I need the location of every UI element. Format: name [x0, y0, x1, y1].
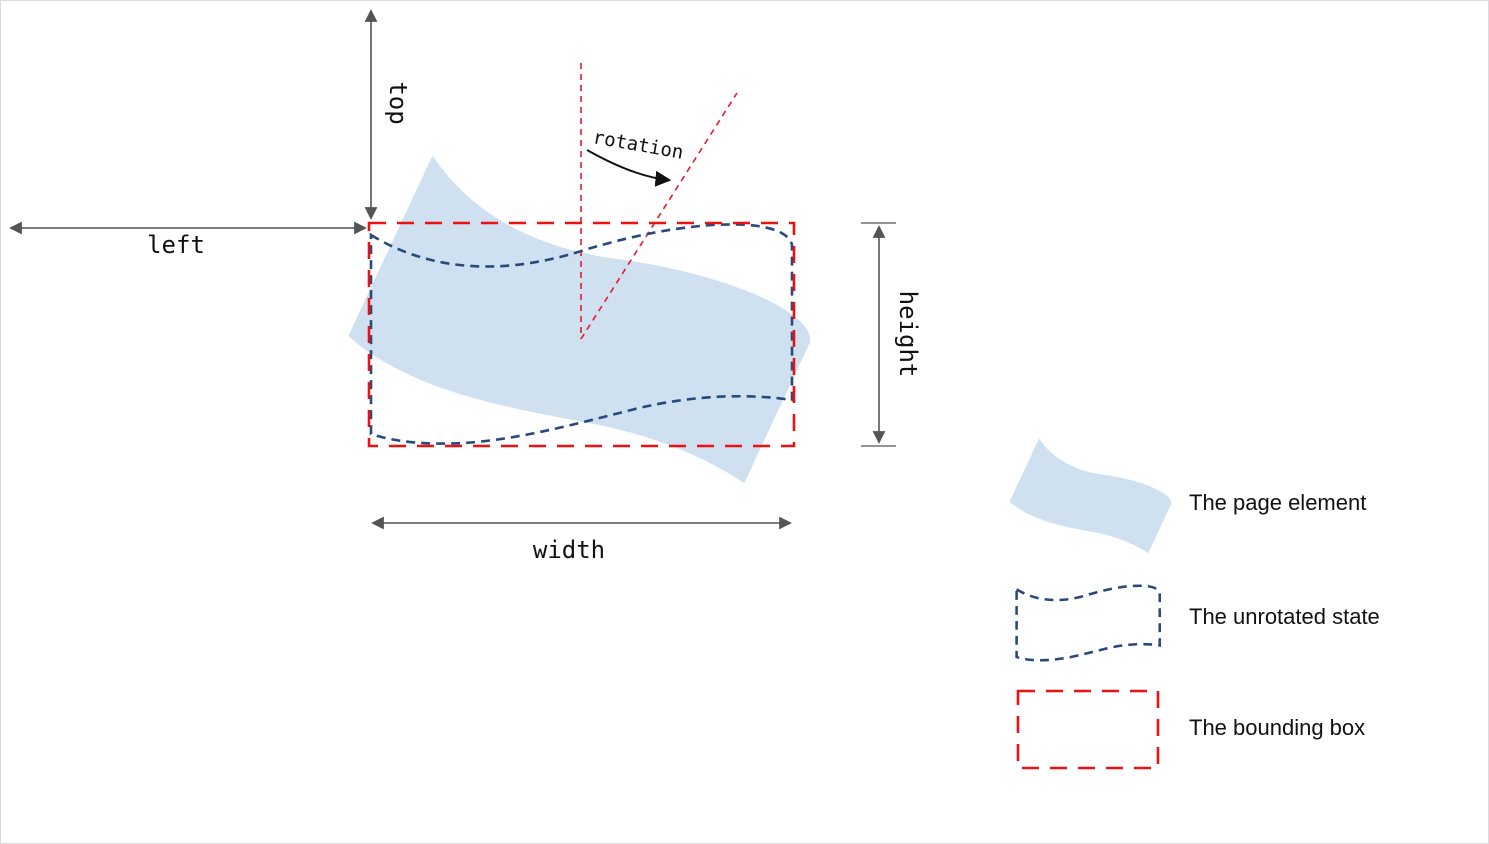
- top-label: top: [384, 81, 412, 124]
- legend-page-element-label: The page element: [1189, 490, 1366, 515]
- legend-unrotated-swatch: [1015, 584, 1162, 662]
- legend-item-unrotated-state: The unrotated state: [1015, 584, 1380, 662]
- legend-item-bounding-box: The bounding box: [1016, 689, 1365, 770]
- bounding-box: [367, 221, 796, 448]
- legend-bounding-box-swatch: [1016, 689, 1160, 770]
- page-element-shape: [344, 145, 819, 523]
- left-label: left: [147, 231, 205, 259]
- rotation-label: rotation: [591, 126, 685, 164]
- width-label: width: [533, 536, 605, 564]
- height-label: height: [894, 291, 922, 378]
- legend: The page element The unrotated state The…: [1008, 435, 1380, 770]
- rotation-arrow: [586, 149, 672, 187]
- legend-page-element-swatch: [1008, 435, 1175, 567]
- legend-unrotated-label: The unrotated state: [1189, 604, 1380, 629]
- legend-item-page-element: The page element: [1008, 435, 1366, 567]
- legend-bounding-box-label: The bounding box: [1189, 715, 1365, 740]
- rotation-angle-line: [580, 92, 738, 340]
